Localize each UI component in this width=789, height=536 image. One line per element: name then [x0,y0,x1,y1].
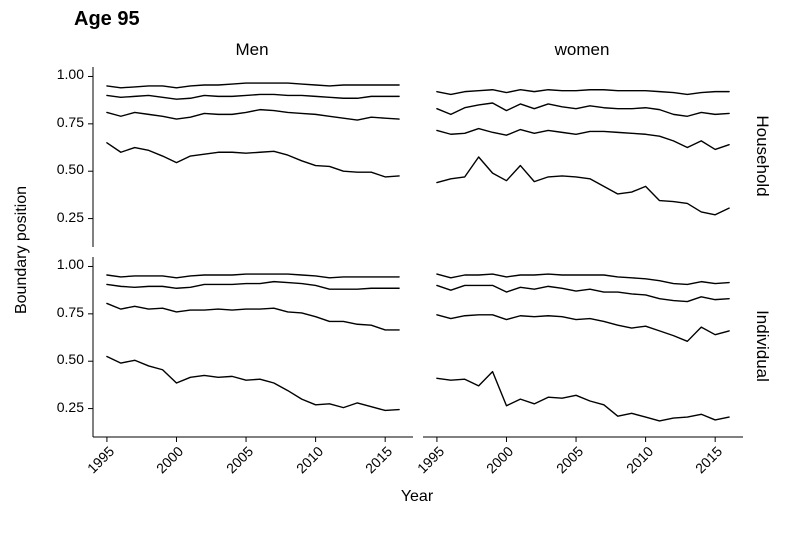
figure: Age 95 Men women Household Individual 0.25… [0,0,789,536]
y-tick-label: 0.25 [44,209,84,225]
series-line [107,94,399,99]
series-line [107,110,399,120]
y-tick-label: 1.00 [44,66,84,82]
x-axis-label: Year [92,488,742,506]
chart-title: Age 95 [74,8,140,31]
y-tick-label: 0.50 [44,161,84,177]
series-line [437,129,729,150]
y-tick-label: 0.75 [44,304,84,320]
series-line [437,285,729,301]
panel-women-household [422,66,744,248]
y-tick-label: 1.00 [44,256,84,272]
y-tick-label: 0.50 [44,351,84,367]
series-line [107,83,399,88]
row-label-individual: Individual [752,296,772,396]
series-line [437,90,729,95]
series-line [437,372,729,421]
series-line [437,274,729,284]
series-line [437,157,729,215]
column-label-men: Men [92,40,412,60]
y-tick-label: 0.25 [44,399,84,415]
column-label-women: women [422,40,742,60]
series-line [107,143,399,177]
panel-men-household [92,66,414,248]
panel-women-individual [422,256,744,438]
row-label-household: Household [752,106,772,206]
series-line [107,303,399,330]
series-line [107,356,399,410]
panel-men-individual [92,256,414,438]
series-line [437,103,729,116]
series-line [437,315,729,342]
y-tick-label: 0.75 [44,114,84,130]
series-line [107,282,399,290]
y-axis-label: Boundary position [13,170,31,330]
series-line [107,274,399,278]
